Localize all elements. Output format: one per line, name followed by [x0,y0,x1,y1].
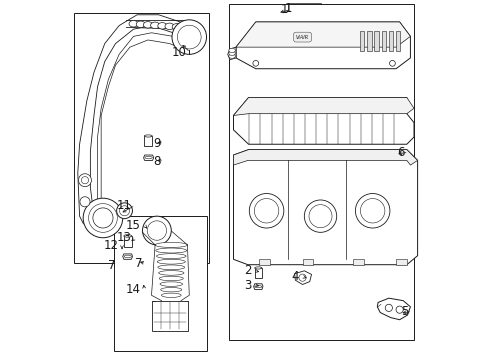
Ellipse shape [158,265,185,270]
Circle shape [120,206,129,216]
Circle shape [249,194,284,228]
Ellipse shape [156,254,186,258]
Ellipse shape [144,22,152,28]
Circle shape [83,198,122,238]
Circle shape [309,204,332,228]
Text: 8: 8 [153,155,161,168]
Ellipse shape [179,24,188,31]
Bar [353,259,364,265]
Bar [255,268,262,278]
Text: 1: 1 [284,2,292,15]
Circle shape [254,199,279,223]
Polygon shape [144,155,154,161]
Text: 9: 9 [153,137,161,150]
Circle shape [93,208,113,228]
Circle shape [299,274,306,281]
Bar [124,236,132,247]
Ellipse shape [124,235,132,237]
Bar [368,31,371,51]
Text: 15: 15 [126,219,141,231]
Polygon shape [234,98,414,116]
Text: 6: 6 [397,146,405,159]
Circle shape [147,221,167,240]
Circle shape [172,20,206,54]
Circle shape [396,306,403,313]
Polygon shape [254,284,263,289]
Bar [152,301,188,331]
Bar [360,31,365,51]
Ellipse shape [160,282,183,286]
Ellipse shape [159,271,184,275]
Text: 7: 7 [135,257,143,270]
Polygon shape [377,298,411,320]
Ellipse shape [124,255,131,258]
Ellipse shape [158,23,167,29]
Circle shape [80,197,90,207]
Polygon shape [78,15,195,230]
Bar [259,259,270,265]
Bar [389,31,393,51]
Circle shape [143,216,172,245]
Circle shape [177,25,201,49]
Bar [229,4,414,340]
Bar [114,216,207,351]
Text: 4: 4 [292,270,299,283]
Polygon shape [294,271,312,284]
Text: 1: 1 [281,3,288,16]
Text: 13: 13 [117,231,132,244]
Circle shape [361,199,385,223]
Ellipse shape [172,24,181,30]
Ellipse shape [229,51,235,55]
Bar [396,31,400,51]
Ellipse shape [155,242,188,247]
Bar [74,13,209,263]
Circle shape [390,60,395,66]
Polygon shape [236,22,411,47]
Circle shape [117,203,132,219]
Polygon shape [122,254,132,259]
Circle shape [355,194,390,228]
Ellipse shape [255,285,262,288]
Text: 14: 14 [126,283,141,296]
Circle shape [89,203,117,232]
Text: 5: 5 [401,305,409,318]
Ellipse shape [145,135,152,137]
Ellipse shape [229,48,235,53]
Text: 2: 2 [244,264,251,277]
Circle shape [304,200,337,232]
Bar [382,31,386,51]
Text: 10: 10 [172,46,187,59]
Polygon shape [236,22,411,69]
Bar [145,136,152,146]
Polygon shape [234,150,417,165]
Ellipse shape [150,22,160,28]
Polygon shape [234,98,414,144]
Circle shape [81,177,89,184]
Ellipse shape [145,156,152,159]
Text: 12: 12 [103,239,119,252]
Ellipse shape [129,21,138,27]
Ellipse shape [136,21,145,27]
Ellipse shape [157,259,185,264]
Bar [374,31,379,51]
Text: 7: 7 [108,259,116,272]
Text: VIAIR: VIAIR [296,35,309,40]
Text: 11: 11 [117,199,132,212]
Ellipse shape [165,23,174,30]
Polygon shape [228,47,236,60]
Polygon shape [234,150,417,265]
Ellipse shape [159,276,183,281]
Ellipse shape [156,248,187,253]
Text: 3: 3 [244,279,251,292]
Circle shape [253,60,259,66]
Circle shape [78,174,92,187]
Ellipse shape [229,54,235,58]
Ellipse shape [255,267,262,269]
Bar [396,259,407,265]
Circle shape [385,304,392,311]
Ellipse shape [161,288,182,292]
Bar [302,259,313,265]
Ellipse shape [161,293,181,297]
